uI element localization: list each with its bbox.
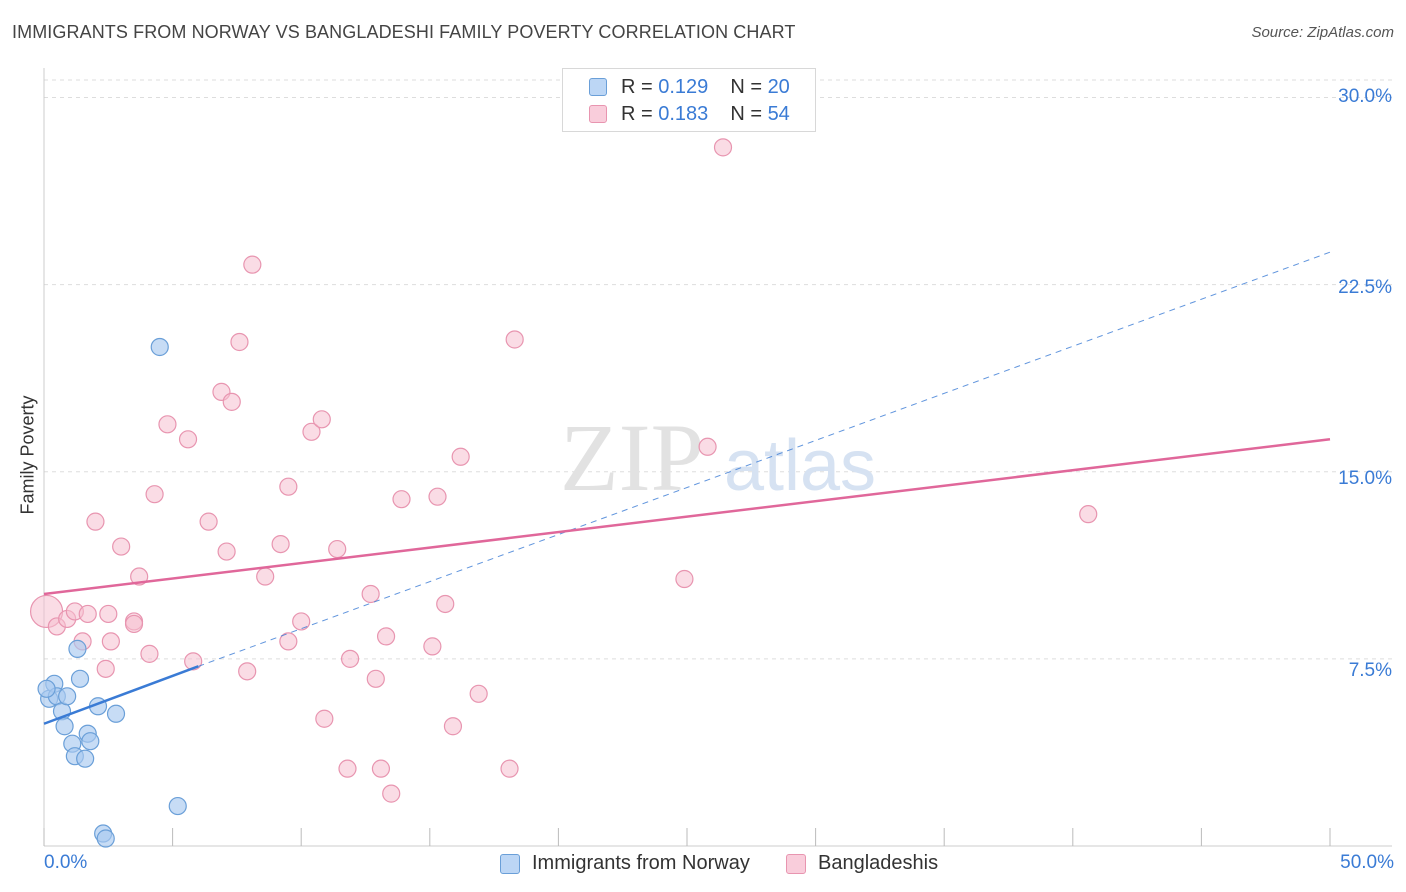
series-bangladeshi	[29, 138, 1098, 803]
x-tick-label: 0.0%	[44, 852, 88, 873]
point-bangladeshi	[315, 709, 334, 728]
legend-row-bangladeshi: R = 0.183 N = 54	[589, 102, 790, 126]
point-bangladeshi	[505, 330, 524, 349]
point-bangladeshi	[96, 659, 115, 678]
legend-row-norway: R = 0.129 N = 20	[589, 75, 790, 99]
legend-n-value: 54	[767, 102, 790, 125]
gridlines	[44, 79, 1392, 660]
source-attribution: Source: ZipAtlas.com	[1251, 24, 1394, 41]
trend-line-norway-extended	[198, 251, 1331, 667]
point-bangladeshi	[140, 644, 159, 663]
point-bangladeshi	[279, 477, 298, 496]
point-bangladeshi	[222, 392, 241, 411]
legend-r-value: 0.183	[658, 102, 709, 125]
point-bangladeshi	[78, 604, 97, 624]
bottom-legend-bangladeshi: Bangladeshis	[786, 852, 938, 875]
point-bangladeshi	[328, 539, 347, 559]
x-tick-label: 50.0%	[1340, 852, 1394, 873]
bottom-legend-label-bangladeshi: Bangladeshis	[818, 852, 939, 874]
y-tick-label: 15.0%	[1338, 468, 1392, 489]
trend-line-bangladeshi	[43, 438, 1331, 596]
legend-r-value: 0.129	[658, 75, 709, 98]
y-axis-label: Family Poverty	[17, 395, 38, 515]
point-bangladeshi	[443, 717, 463, 736]
point-bangladeshi	[86, 512, 105, 531]
chart-title: IMMIGRANTS FROM NORWAY VS BANGLADESHI FA…	[12, 22, 796, 42]
watermark-atlas: atlas	[724, 426, 876, 506]
point-norway	[37, 679, 56, 698]
bottom-legend-swatch-bangladeshi	[786, 853, 806, 874]
y-tick-label: 22.5%	[1338, 277, 1392, 298]
point-bangladeshi	[217, 542, 236, 561]
legend-n-label: N =	[730, 75, 762, 98]
point-bangladeshi	[199, 512, 218, 531]
point-bangladeshi	[312, 410, 331, 429]
point-bangladeshi	[112, 537, 131, 556]
point-bangladeshi	[451, 447, 470, 466]
series-norway	[37, 337, 187, 848]
point-bangladeshi	[271, 534, 290, 554]
point-bangladeshi	[158, 415, 177, 434]
point-bangladeshi	[292, 612, 311, 631]
point-bangladeshi	[382, 784, 401, 803]
point-bangladeshi	[436, 594, 455, 614]
point-bangladeshi	[101, 632, 120, 651]
point-norway	[81, 732, 100, 751]
point-bangladeshi	[675, 569, 694, 589]
point-bangladeshi	[361, 584, 380, 604]
point-bangladeshi	[338, 759, 357, 778]
bottom-legend-norway: Immigrants from Norway	[500, 852, 750, 875]
point-bangladeshi	[302, 422, 321, 441]
point-bangladeshi	[428, 487, 447, 506]
point-bangladeshi	[124, 614, 144, 634]
legend-r-label: R =	[621, 75, 653, 98]
point-norway	[96, 829, 115, 848]
point-bangladeshi	[371, 759, 391, 778]
point-bangladeshi	[243, 255, 262, 274]
point-bangladeshi	[178, 430, 198, 449]
point-bangladeshi	[392, 490, 411, 509]
point-bangladeshi	[366, 669, 385, 688]
legend-swatch-bangladeshi	[589, 105, 607, 123]
watermark-zip: ZIP	[560, 404, 704, 511]
trend-lines	[43, 251, 1331, 725]
point-bangladeshi	[230, 332, 249, 352]
correlation-legend: R = 0.129 N = 20 R = 0.183 N = 54	[562, 68, 816, 132]
point-norway	[168, 796, 187, 816]
watermark: ZIP atlas	[560, 404, 876, 511]
point-bangladeshi	[279, 632, 298, 651]
point-norway	[70, 669, 90, 688]
point-norway	[150, 337, 169, 357]
point-bangladeshi	[238, 662, 257, 681]
point-bangladeshi	[256, 567, 275, 586]
point-bangladeshi	[698, 437, 717, 456]
y-tick-label: 30.0%	[1338, 86, 1392, 107]
point-bangladeshi	[500, 759, 519, 778]
point-norway	[76, 749, 95, 768]
point-bangladeshi	[1079, 505, 1098, 524]
trend-line-norway	[43, 665, 199, 725]
point-bangladeshi	[423, 637, 442, 656]
legend-n-value: 20	[767, 75, 790, 98]
point-bangladeshi	[99, 604, 118, 624]
axes	[43, 68, 1392, 847]
y-tick-label: 7.5%	[1348, 660, 1392, 681]
legend-r-label: R =	[621, 102, 653, 125]
point-norway	[58, 687, 77, 706]
point-bangladeshi	[469, 684, 488, 703]
point-norway	[68, 639, 87, 658]
legend-n-label: N =	[730, 102, 762, 125]
point-bangladeshi	[713, 138, 733, 157]
point-bangladeshi	[340, 649, 360, 668]
point-bangladeshi	[376, 627, 396, 646]
point-bangladeshi	[145, 485, 164, 504]
point-norway	[106, 704, 126, 723]
legend-swatch-norway	[589, 78, 607, 96]
point-norway	[55, 717, 74, 736]
bottom-legend-swatch-norway	[500, 853, 520, 874]
bottom-legend-label-norway: Immigrants from Norway	[532, 852, 750, 874]
